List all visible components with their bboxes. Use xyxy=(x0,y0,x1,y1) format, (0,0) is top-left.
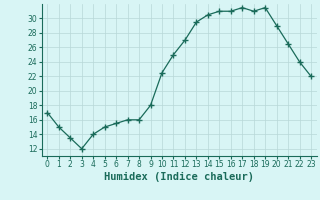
X-axis label: Humidex (Indice chaleur): Humidex (Indice chaleur) xyxy=(104,172,254,182)
